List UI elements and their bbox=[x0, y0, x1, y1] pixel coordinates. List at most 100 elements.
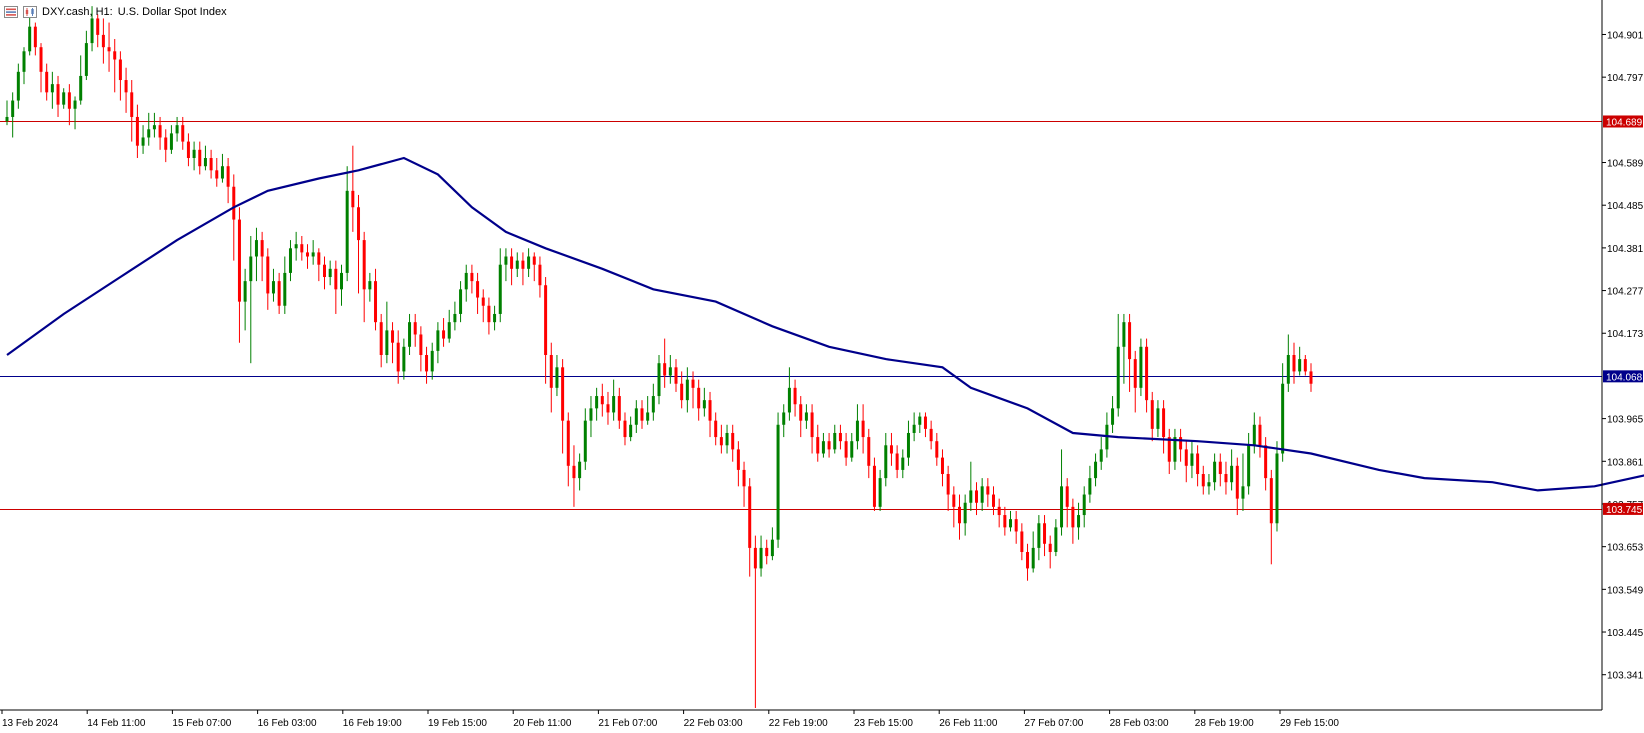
candle-body bbox=[62, 92, 66, 105]
candle-body bbox=[1026, 551, 1030, 569]
candle-body bbox=[1303, 359, 1307, 372]
candle-body bbox=[663, 363, 667, 376]
time-tick-label: 28 Feb 19:00 bbox=[1195, 718, 1254, 728]
candle-body bbox=[1150, 400, 1154, 429]
candle-body bbox=[510, 256, 514, 269]
candle-body bbox=[16, 71, 20, 101]
candle-body bbox=[1184, 449, 1188, 466]
candle-body bbox=[980, 486, 984, 503]
candle-body bbox=[640, 408, 644, 421]
candle-body bbox=[442, 330, 446, 339]
candle-body bbox=[1128, 322, 1132, 360]
candle-body bbox=[992, 494, 996, 507]
candle-body bbox=[402, 346, 406, 372]
candle-body bbox=[498, 264, 502, 314]
candle-body bbox=[969, 490, 973, 503]
candle-body bbox=[1230, 465, 1234, 483]
candle-body bbox=[186, 141, 190, 159]
candle-body bbox=[175, 125, 179, 134]
candle-body bbox=[850, 441, 854, 458]
candle-body bbox=[1207, 482, 1211, 487]
candle-body bbox=[527, 256, 531, 269]
candle-body bbox=[1133, 359, 1137, 388]
candle-body bbox=[391, 330, 395, 343]
candle-body bbox=[141, 137, 145, 146]
candle-body bbox=[1037, 523, 1041, 548]
candle-body bbox=[226, 166, 230, 187]
candle-body bbox=[1286, 355, 1290, 384]
candle-body bbox=[311, 252, 315, 257]
candle-body bbox=[1088, 478, 1092, 495]
candle-body bbox=[833, 432, 837, 450]
time-tick-label: 23 Feb 15:00 bbox=[854, 718, 913, 728]
candle-body bbox=[770, 539, 774, 557]
candle-body bbox=[1218, 461, 1222, 475]
candle-body bbox=[657, 363, 661, 397]
price-tick-label: 103.653 bbox=[1607, 543, 1644, 554]
candle-body bbox=[1116, 346, 1120, 409]
candle-body bbox=[5, 116, 9, 122]
candle-body bbox=[334, 268, 338, 290]
candle-body bbox=[1275, 453, 1279, 524]
time-tick-label: 14 Feb 11:00 bbox=[87, 718, 146, 728]
candle-body bbox=[1309, 371, 1313, 384]
price-label-box: 104.689 bbox=[1603, 115, 1643, 128]
candle-body bbox=[493, 313, 497, 323]
candle-body bbox=[912, 424, 916, 433]
candle-body bbox=[243, 281, 247, 302]
candle-body bbox=[714, 420, 718, 438]
candle-body bbox=[838, 432, 842, 442]
candle-body bbox=[1139, 346, 1143, 388]
candle-body bbox=[736, 449, 740, 470]
candle-body bbox=[935, 441, 939, 458]
candle-body bbox=[697, 387, 701, 409]
candle-body bbox=[453, 313, 457, 323]
time-tick-label: 26 Feb 11:00 bbox=[939, 718, 998, 728]
candle-body bbox=[748, 486, 752, 548]
candle-body bbox=[787, 387, 791, 413]
time-axis[interactable]: 13 Feb 2024 14 Feb 11:00 15 Feb 07:00 16 Fe… bbox=[0, 709, 1602, 729]
candle-body bbox=[566, 420, 570, 466]
candle-chart-icon[interactable] bbox=[23, 6, 37, 18]
candle-body bbox=[254, 240, 258, 257]
candle-body bbox=[867, 437, 871, 466]
candle-body bbox=[130, 92, 134, 117]
candle-body bbox=[957, 506, 961, 524]
candle-body bbox=[1094, 461, 1098, 479]
price-label-text: 103.745 bbox=[1606, 505, 1643, 516]
candle-body bbox=[884, 445, 888, 479]
candle-body bbox=[181, 125, 185, 142]
candle-body bbox=[425, 355, 429, 372]
horizontal-lines[interactable] bbox=[0, 121, 1602, 510]
price-tick-label: 104.797 bbox=[1607, 73, 1644, 84]
candle-body bbox=[470, 272, 474, 282]
candle-body bbox=[685, 379, 689, 401]
candle-body bbox=[1099, 449, 1103, 462]
time-tick-label: 15 Feb 07:00 bbox=[172, 718, 231, 728]
candle-body bbox=[1156, 408, 1160, 429]
candle-body bbox=[844, 441, 848, 458]
symbol-timeframe: DXY.cash, H1: bbox=[42, 6, 113, 18]
candle-body bbox=[782, 412, 786, 425]
candle-body bbox=[447, 322, 451, 339]
candle-body bbox=[974, 490, 978, 503]
candle-body bbox=[940, 457, 944, 475]
candle-body bbox=[606, 404, 610, 413]
time-tick-label: 22 Feb 19:00 bbox=[769, 718, 828, 728]
candle-body bbox=[1173, 437, 1177, 462]
candle-body bbox=[1145, 346, 1149, 401]
candle-body bbox=[266, 256, 270, 294]
candle-body bbox=[362, 240, 366, 290]
candle-body bbox=[322, 264, 326, 278]
candle-body bbox=[872, 465, 876, 507]
time-tick-label: 28 Feb 03:00 bbox=[1110, 718, 1169, 728]
candle-body bbox=[237, 219, 241, 302]
price-axis[interactable]: 104.901 104.797 104.689 104.589 104.485 104.3… bbox=[1601, 0, 1644, 710]
chart-list-icon[interactable] bbox=[4, 6, 18, 18]
candle-body bbox=[481, 297, 485, 306]
candle-body bbox=[90, 18, 94, 44]
price-tick-label: 104.589 bbox=[1607, 159, 1644, 170]
candle-body bbox=[651, 396, 655, 413]
